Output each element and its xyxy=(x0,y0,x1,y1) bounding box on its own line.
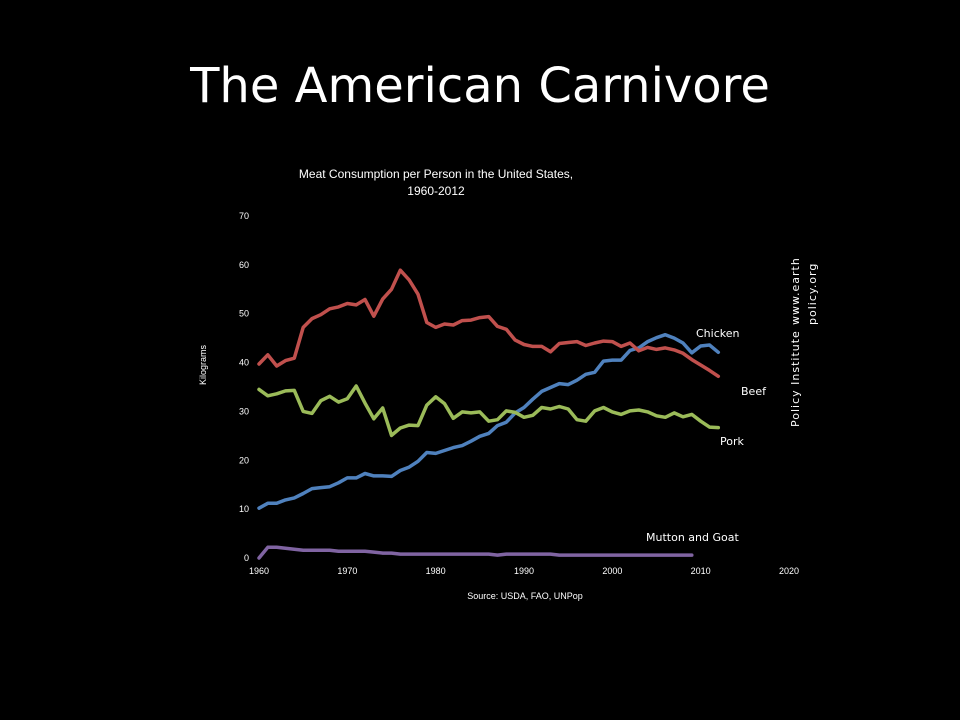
x-axis-label: Source: USDA, FAO, UNPop xyxy=(467,591,583,601)
y-tick-label: 0 xyxy=(244,553,249,563)
y-tick-label: 20 xyxy=(239,455,249,465)
series-line-beef xyxy=(257,268,721,379)
x-tick-label: 1990 xyxy=(514,566,534,576)
series-label-mutton-goat: Mutton and Goat xyxy=(646,531,739,544)
x-tick-label: 1970 xyxy=(337,566,357,576)
series-label-chicken: Chicken xyxy=(696,327,740,340)
x-tick-label: 2010 xyxy=(691,566,711,576)
chart-title-line2: 1960-2012 xyxy=(407,184,465,198)
series-label-pork: Pork xyxy=(720,435,744,448)
y-tick-labels: 0 10 20 30 40 50 60 70 xyxy=(239,211,249,563)
x-tick-label: 1980 xyxy=(426,566,446,576)
x-tick-label: 2020 xyxy=(779,566,799,576)
credit-line2a: www.earth xyxy=(789,257,802,325)
y-tick-label: 10 xyxy=(239,504,249,514)
y-tick-label: 40 xyxy=(239,358,249,368)
series-lines xyxy=(257,268,721,560)
series-line-mutton-and-goat xyxy=(257,545,694,560)
series-line-chicken xyxy=(257,332,721,510)
slide-title: The American Carnivore xyxy=(190,58,770,114)
y-tick-label: 50 xyxy=(239,309,249,319)
credit-line1: Policy Institute xyxy=(789,330,802,427)
series-label-beef: Beef xyxy=(741,385,767,398)
x-tick-labels: 1960 1970 1980 1990 2000 2010 2020 xyxy=(249,566,799,576)
y-tick-label: 60 xyxy=(239,260,249,270)
y-axis-label: Kilograms xyxy=(198,344,208,385)
x-tick-label: 1960 xyxy=(249,566,269,576)
chart-title-line1: Meat Consumption per Person in the Unite… xyxy=(299,167,573,181)
x-tick-label: 2000 xyxy=(602,566,622,576)
y-tick-label: 30 xyxy=(239,406,249,416)
series-line-pork xyxy=(257,384,721,438)
y-tick-label: 70 xyxy=(239,211,249,221)
credit-line2b: policy.org xyxy=(806,263,819,325)
